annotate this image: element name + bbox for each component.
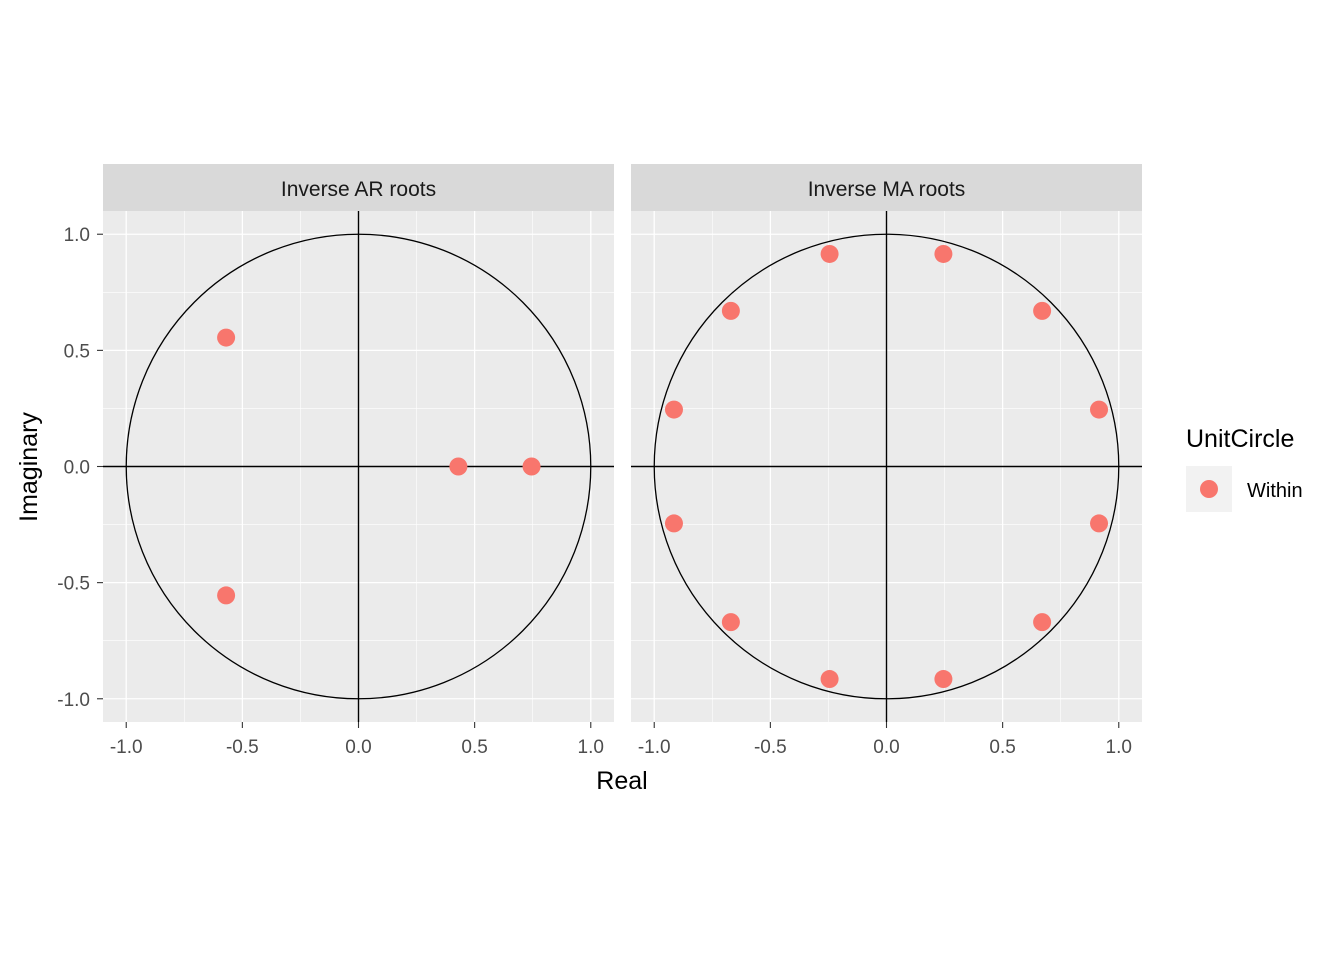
facet-strip-label: Inverse AR roots: [281, 178, 436, 201]
root-point: [721, 301, 740, 320]
root-point: [1090, 400, 1109, 419]
root-point: [449, 457, 468, 476]
y-tick-label: 0.5: [64, 341, 90, 362]
x-tick-label: -0.5: [226, 737, 259, 758]
y-tick-label: -1.0: [57, 690, 90, 711]
x-tick-label: -1.0: [638, 737, 671, 758]
y-tick-label: -0.5: [57, 574, 90, 595]
legend-label-within: Within: [1247, 480, 1303, 502]
root-point: [664, 514, 683, 533]
facet-strip: [631, 164, 1142, 211]
root-point: [820, 244, 839, 263]
y-axis: -1.0 -0.5 0.0 0.5 1.0: [57, 225, 103, 711]
root-point: [522, 457, 541, 476]
facet-panel-1: Inverse AR roots -1.0 -0.5 0.0 0.5 1.0: [103, 164, 614, 758]
root-point: [1033, 301, 1052, 320]
root-point: [1090, 514, 1109, 533]
root-point: [217, 328, 236, 347]
root-point: [934, 244, 953, 263]
x-tick-label: -1.0: [110, 737, 143, 758]
legend-title: UnitCircle: [1186, 425, 1294, 453]
root-point: [1033, 613, 1052, 632]
facet-strip: [103, 164, 614, 211]
x-tick-label: -0.5: [754, 737, 787, 758]
legend-key-point: [1200, 480, 1218, 498]
facet-panels: -1.0 -0.5 0.0 0.5 1.0 Inverse AR roots -1.0 -0.…: [57, 164, 1142, 758]
x-tick-label: 0.5: [461, 737, 487, 758]
y-tick-label: 0.0: [64, 458, 90, 479]
x-tick-label: 0.5: [989, 737, 1015, 758]
facet-panel-2: Inverse MA roots -1.0 -0.5 0.0 0.5 1.0: [631, 164, 1142, 758]
x-tick-label: 0.0: [345, 737, 371, 758]
x-axis-title: Real: [596, 767, 647, 795]
y-axis-title: Imaginary: [15, 412, 43, 522]
root-point: [721, 613, 740, 632]
x-tick-label: 0.0: [873, 737, 899, 758]
facet-strip-label: Inverse MA roots: [808, 178, 966, 201]
root-point: [934, 670, 953, 689]
legend: UnitCircle Within: [1186, 425, 1303, 512]
x-tick-label: 1.0: [1106, 737, 1132, 758]
root-point: [820, 670, 839, 689]
x-tick-label: 1.0: [578, 737, 604, 758]
root-point: [664, 400, 683, 419]
y-tick-label: 1.0: [64, 225, 90, 246]
root-point: [217, 586, 236, 605]
